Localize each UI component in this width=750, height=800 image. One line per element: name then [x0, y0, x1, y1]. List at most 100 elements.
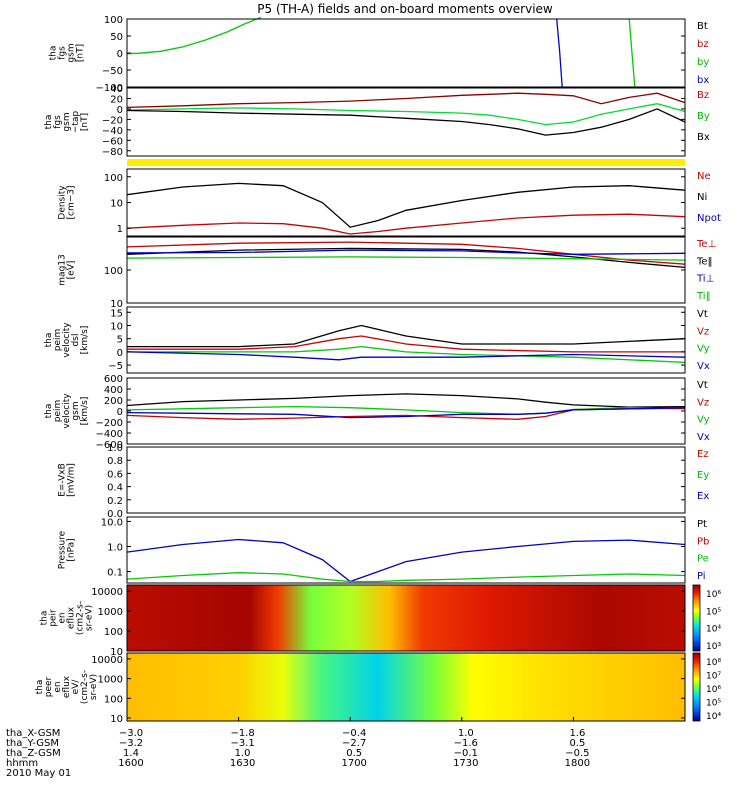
y-axis-label-line: gsm	[71, 401, 81, 420]
x-tick-label: 0.5	[346, 748, 362, 759]
y-axis-label-line: gsm	[67, 43, 77, 62]
y-axis-label-line: sr-eV)	[85, 605, 95, 631]
y-tick-label: 0.0	[107, 509, 123, 520]
y-tick-label: 0.6	[107, 469, 123, 480]
legend-entry: Bt	[697, 21, 708, 32]
y-axis-label-line: [km/s]	[80, 397, 90, 426]
panel-frame	[126, 306, 686, 374]
heatmap-cell	[127, 585, 685, 651]
y-axis-label-line: fgs	[53, 115, 63, 129]
y-tick-label: 0.8	[107, 456, 123, 467]
x-tick-label: −0.5	[565, 748, 589, 759]
y-tick-label: 1.0	[107, 443, 123, 454]
y-tick-label: 100	[104, 173, 123, 184]
x-tick-label: 1.0	[458, 728, 474, 739]
x-axis-date: 2010 May 01	[6, 768, 71, 779]
y-axis-label-line: Density	[58, 185, 68, 220]
panel-pressure: 10.0 1.0 0.1 Pressure [nPa] Pt Pb Pe Pi	[58, 516, 709, 584]
legend-entry: Pi	[697, 571, 706, 582]
panel-efield: 1.0 0.8 0.6 0.4 0.2 0.0 E=-VxB [mV/m] Ez Ey Ex	[58, 443, 710, 520]
x-tick-label: 1630	[230, 758, 255, 769]
y-tick-label: 10	[110, 199, 123, 210]
colorbar-label: 10³	[706, 642, 721, 652]
y-axis-label-line: gsm	[62, 112, 72, 131]
x-tick-label: 1.0	[235, 748, 251, 759]
y-tick-label: 0.4	[107, 483, 123, 494]
y-axis-label-line: [nT]	[76, 44, 86, 62]
series-line	[126, 247, 686, 269]
legend-entry: Vt	[697, 380, 708, 391]
y-tick-label: −20	[102, 115, 123, 126]
panel-peir-spec: 10⁶ 10⁵ 10⁴ 10³ 10000 1000 100 10 tha peir en eflux…	[40, 584, 721, 658]
y-axis-label-line: sr-eV)	[89, 674, 99, 700]
colorbar-label: 10⁴	[706, 625, 721, 635]
y-tick-label: 10000	[91, 587, 123, 598]
legend-entry: Vz	[697, 397, 709, 408]
panel-frame	[126, 168, 686, 237]
legend-entry: By	[697, 111, 710, 122]
panel-frame	[126, 236, 686, 304]
panel-frame	[126, 18, 686, 88]
colorbar-strip	[692, 652, 701, 722]
panel-peim-dsl: 15 10 5 0 −5 tha peim velocity dsl [km/s] Vt Vz Vy Vx	[44, 306, 710, 374]
x-tick-label: −0.4	[342, 728, 366, 739]
y-axis-label: tha peim velocity gsm [km/s]	[44, 393, 90, 429]
series-line	[126, 108, 686, 136]
series-line	[126, 407, 686, 419]
legend-entry: Pt	[697, 519, 707, 530]
y-tick-label: −5	[108, 361, 123, 372]
chart-title: P5 (TH-A) fields and on-board moments ov…	[257, 2, 553, 16]
y-axis-label-line: [nT]	[80, 113, 90, 131]
legend-entry: Ne	[697, 171, 711, 182]
series-line	[126, 182, 686, 228]
legend-entry: Ey	[697, 470, 709, 481]
y-tick-label: −50	[102, 66, 123, 77]
y-tick-label: 600	[104, 374, 123, 385]
colorbar-label: 10⁶	[706, 685, 721, 695]
panel-frame	[126, 446, 686, 514]
legend-entry: Pe	[697, 554, 709, 565]
series-line	[628, 18, 636, 88]
colorbar-label: 10⁸	[706, 658, 721, 668]
panel-density: 100 10 1 Density [cm−3] Ne Ni Npot	[58, 168, 721, 237]
series-line	[126, 538, 686, 583]
y-axis-label-line: [nPa]	[67, 538, 77, 561]
status-bar-strip	[127, 159, 685, 166]
y-axis-label-line: eV/	[71, 679, 81, 695]
legend-entry: Npot	[697, 213, 721, 224]
panel-peer-spec: 10⁸ 10⁷ 10⁶ 10⁵ 10⁴ 10000 1000 100 10 tha peer en ef…	[35, 652, 721, 725]
y-axis-label: tha peer en eflux eV/(cm2-s-sr-eV)	[35, 670, 99, 704]
x-tick-label: 0.5	[569, 738, 585, 749]
y-axis-label-line: [eV]	[67, 261, 77, 280]
legend-entry: Vz	[697, 326, 709, 337]
legend-entry: Ex	[697, 491, 709, 502]
series-line	[126, 103, 686, 126]
y-tick-label: 20	[110, 94, 123, 105]
x-tick-label: −1.8	[230, 728, 254, 739]
y-tick-label: 15	[110, 308, 123, 319]
y-axis-label-line: peim	[53, 329, 63, 352]
y-axis-label-line: [mV/m]	[67, 463, 77, 497]
y-tick-label: 40	[110, 84, 123, 95]
y-axis-label: tha peim velocity dsl [km/s]	[44, 322, 90, 358]
y-axis-label-line: en	[53, 681, 63, 692]
y-axis-label-line: fgs	[58, 46, 68, 60]
y-tick-label: 100	[104, 694, 123, 705]
y-axis-label: tha fgs gsm −tap [nT]	[44, 111, 90, 134]
y-axis-label-line: en	[58, 612, 68, 623]
y-axis-label-line: mag13	[58, 254, 68, 285]
x-tick-label: 1.6	[569, 728, 585, 739]
series-line	[126, 16, 262, 55]
colorbar-label: 10⁵	[706, 607, 721, 617]
y-axis-label-line: E=-VxB	[58, 463, 68, 497]
y-tick-label: 0	[117, 105, 123, 116]
panel-frame	[126, 516, 686, 584]
y-tick-label: 200	[104, 396, 123, 407]
legend-entry: Vt	[697, 309, 708, 320]
series-line	[556, 18, 563, 88]
legend-entry: Vx	[697, 361, 710, 372]
legend-entry: Vx	[697, 432, 710, 443]
y-tick-label: 0.2	[107, 496, 123, 507]
series-line	[126, 393, 686, 408]
